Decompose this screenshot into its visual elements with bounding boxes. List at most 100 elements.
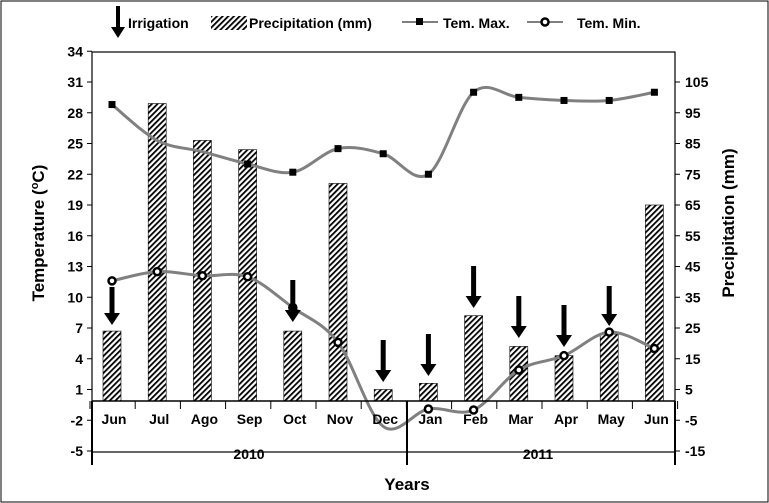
year-label-2011: 2011 [523,446,554,462]
precip-bar-oct [283,330,303,402]
tmin-point [649,343,660,354]
left-tick-label: 16 [67,228,83,244]
tmax-point [108,101,116,109]
legend-tmin-label: Tem. Min. [577,15,641,31]
y-right-title: Precipitation (mm) [719,148,738,297]
tmax-point [289,168,297,176]
right-tick-label: 55 [685,228,701,244]
tmin-point [423,404,434,414]
right-tick-label: 25 [685,320,701,336]
right-tick-label: -5 [685,412,698,428]
tmin-point [604,327,614,337]
right-tick-label: 45 [685,259,701,275]
right-tick-label: 35 [685,289,701,305]
tmax-point [334,145,342,153]
irrigation-arrows [104,266,618,382]
legend-irrigation-label: Irrigation [128,15,189,31]
x-tick-label: Mar [508,411,533,427]
left-tick-label: 7 [75,320,83,336]
tmax-point [470,88,478,96]
irrigation-arrow-apr [556,305,572,347]
left-tick-label: 4 [75,351,83,367]
left-tick-label: 34 [67,43,83,59]
irrigation-arrow-jun [104,287,120,325]
tmin-point [152,266,162,277]
irrigation-arrow-oct [284,280,301,322]
irrigation-arrow-may [601,286,618,326]
irrigation-arrow-feb [465,266,482,308]
tmax-point [650,88,658,96]
left-tick-label: 28 [67,105,83,121]
precip-bar-jan [419,383,438,402]
y-left-title: Temperature (oC) [29,165,48,302]
tmin-point [197,270,208,281]
tmax-point [605,96,613,104]
left-tick-label: -2 [71,412,84,428]
x-tick-label: Oct [283,411,307,427]
tmax-point [244,160,252,168]
x-tick-label: May [598,411,625,427]
x-tick-label: Apr [554,411,579,427]
tmin-point [107,276,117,286]
precip-bar-jul [147,103,167,402]
precip-bar-feb [464,315,483,402]
precip-bar-dec [373,389,393,402]
x-tick-label: Jul [149,411,169,427]
right-tick-label: -15 [685,443,705,459]
tmin-point [514,365,524,375]
tmax-point [379,150,387,158]
year-label-2010: 2010 [233,446,264,462]
x-tick-label: Nov [327,411,354,427]
legend-tmax-marker [402,18,438,25]
x-tick-label: Jan [418,411,442,427]
left-tick-label: 1 [75,382,83,398]
left-tick-label: 19 [67,197,83,213]
right-tick-label: 95 [685,105,701,121]
left-tick-label: 25 [67,136,83,152]
precip-bar-jun [645,204,664,402]
left-tick-label: 13 [67,259,83,275]
x-tick-label: Jun [644,411,669,427]
legend-precipitation-swatch [211,16,247,30]
x-tick-label: Dec [372,411,398,427]
precip-bar-apr [554,355,574,402]
precip-bar-nov [328,183,348,402]
tmax-point [424,170,432,178]
x-tick-label: Feb [463,411,488,427]
legend-tmax-label: Tem. Max. [443,15,510,31]
right-tick-label: 65 [685,197,701,213]
left-tick-label: 22 [67,166,83,182]
plot-area [91,51,676,453]
right-tick-label: 85 [685,136,701,152]
right-tick-label: 5 [685,382,693,398]
precip-bar-ago [193,140,212,402]
legend: Irrigation Precipitation (mm) Tem. Max. … [111,6,641,38]
x-tick-label: Ago [191,411,218,427]
left-axis: 34 31 28 25 22 19 16 13 10 7 4 1 -2 -5 [67,43,92,459]
legend-tmin-marker [527,17,563,27]
x-tick-label: Jun [102,411,127,427]
tmin-point [333,337,343,348]
legend-irrigation-arrow [111,6,125,38]
tmin-point [559,350,569,361]
legend-precipitation-label: Precipitation (mm) [249,15,372,31]
precip-bar-may [599,333,619,402]
precip-bar-jun [102,330,122,402]
left-tick-label: 10 [67,289,83,305]
x-tick-label: Sep [237,411,263,427]
irrigation-arrow-mar [510,296,527,338]
x-title: Years [384,475,429,494]
left-tick-label: 31 [67,74,83,90]
tmin-point [468,405,479,415]
right-axis: 105 95 85 75 65 55 45 35 25 15 5 -5 -15 [675,74,709,459]
irrigation-arrow-dec [375,340,392,382]
x-axis: Jun Jul Ago Sep Oct Nov Dec Jan Feb Mar Apr May Jun 2… [89,400,679,465]
left-tick-label: -5 [71,443,84,459]
right-tick-label: 15 [685,351,701,367]
irrigation-arrow-jan [420,334,437,376]
tmax-point [560,96,568,104]
tmin-point [242,272,253,282]
right-tick-label: 105 [685,74,709,90]
